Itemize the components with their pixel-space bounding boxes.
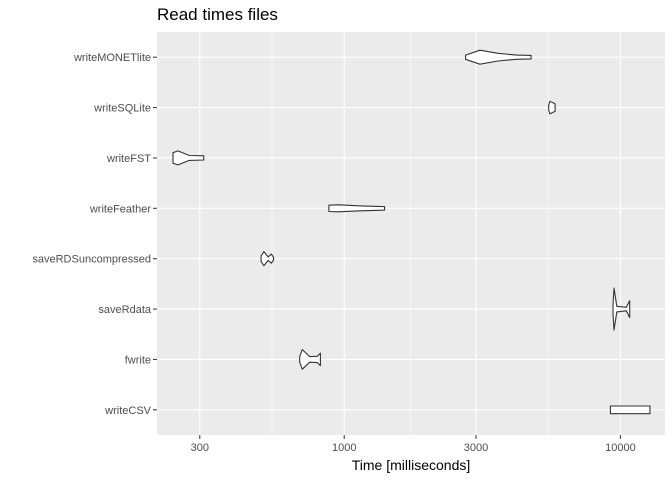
violin-layer	[172, 49, 651, 415]
y-tick-label: writeCSV	[104, 405, 152, 417]
x-tick-label: 300	[191, 442, 209, 454]
chart-title: Read times files	[157, 5, 278, 24]
y-tick-label: writeFeather	[89, 203, 151, 215]
violin-writeMONETlite	[465, 49, 532, 65]
violin-saveRDSuncompressed	[260, 251, 275, 267]
plot-panel	[157, 32, 665, 435]
y-tick-label: writeMONETlite	[73, 52, 151, 64]
x-axis-title: Time [milliseconds]	[352, 457, 471, 473]
violin-writeFST	[172, 150, 205, 166]
minor-gridlines	[271, 32, 549, 435]
x-axis: 300 1000 3000 10000	[191, 435, 636, 454]
y-axis: writeMONETlite writeSQLite writeFST writeFe…	[32, 52, 157, 417]
y-tick-label: writeSQLite	[93, 103, 151, 115]
x-tick-label: 3000	[464, 442, 488, 454]
violin-writeCSV	[609, 405, 651, 415]
violin-writeSQLite	[548, 100, 556, 115]
x-tick-label: 1000	[332, 442, 356, 454]
y-tick-label: saveRDSuncompressed	[32, 254, 151, 266]
y-tick-label: saveRdata	[98, 304, 151, 316]
violin-saveRdata	[612, 287, 631, 331]
violin-fwrite	[299, 349, 321, 370]
major-gridlines	[157, 32, 665, 435]
y-tick-label: fwrite	[125, 354, 151, 366]
y-tick-label: writeFST	[106, 153, 151, 165]
x-tick-label: 10000	[605, 442, 636, 454]
violin-writeFeather	[328, 204, 386, 213]
